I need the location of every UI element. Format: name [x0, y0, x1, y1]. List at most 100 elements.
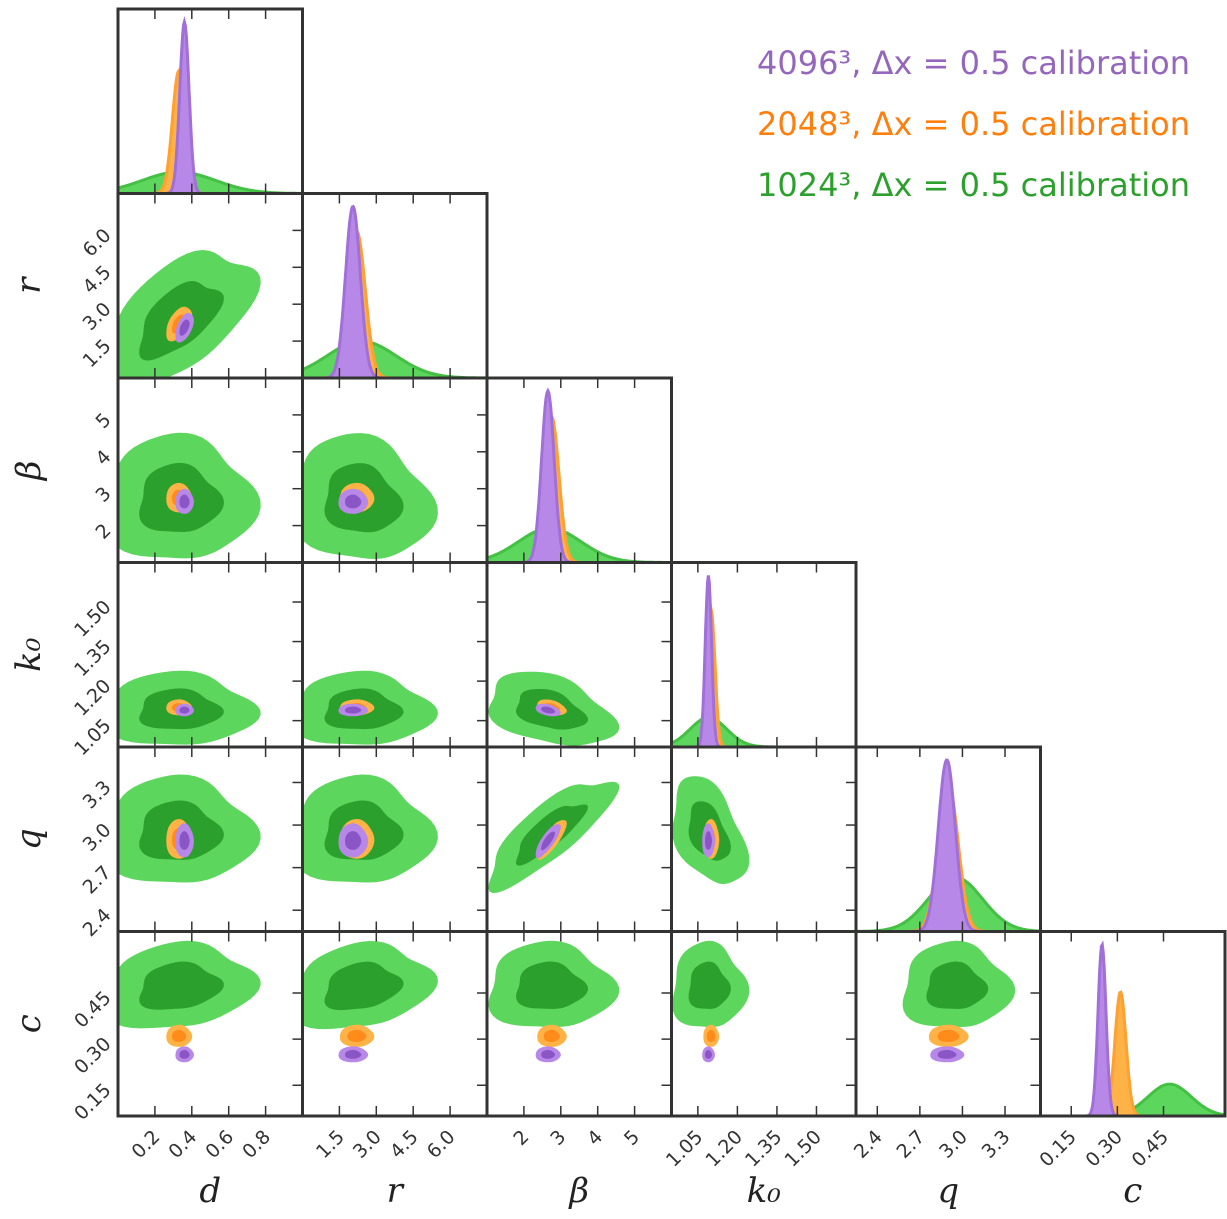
panel-q-vs-beta	[488, 781, 620, 893]
contour-68-2048	[706, 1029, 716, 1042]
panel-q-vs-r	[302, 774, 438, 883]
contour-68-4096	[937, 1050, 957, 1059]
xtick-label-d-3: 0.8	[238, 1126, 275, 1163]
marginal-fill-4096	[1040, 944, 1225, 1116]
xtick-label-k0-0: 1.05	[662, 1126, 707, 1171]
panel-frame-1-1	[301, 192, 489, 380]
xtick-label-r-0: 1.5	[312, 1126, 349, 1163]
marginal-line-2048	[1040, 990, 1225, 1116]
marginal-k0	[671, 575, 856, 747]
xlabel-beta: β	[567, 1171, 589, 1211]
contour-68-4096	[179, 494, 190, 509]
marginal-beta	[487, 387, 672, 563]
xtick-label-beta-2: 4	[583, 1126, 607, 1150]
panel-c-vs-q	[902, 940, 1016, 1063]
marginal-line-4096	[302, 204, 487, 378]
panel-frame-5-5	[1039, 930, 1227, 1118]
panel-beta-vs-d	[118, 432, 261, 559]
marginal-line-4096	[856, 758, 1041, 932]
contour-68-2048	[172, 1029, 187, 1042]
contour-68-2048	[347, 1029, 367, 1042]
contour-68-4096	[179, 319, 190, 336]
xtick-label-d-2: 0.6	[201, 1126, 238, 1163]
panels-layer	[118, 16, 1225, 1116]
contour-68-4096	[345, 706, 362, 714]
ytick-label-r-2: 4.5	[79, 261, 116, 298]
marginal-fill-1024	[118, 172, 303, 194]
panel-q-vs-d	[118, 774, 261, 883]
ytick-label-r-1: 3.0	[79, 298, 116, 335]
panel-c-vs-beta	[488, 940, 620, 1063]
xtick-label-d-0: 0.2	[128, 1126, 165, 1163]
ylabel-beta: β	[9, 460, 49, 482]
marginal-r	[302, 204, 487, 378]
xtick-label-beta-0: 2	[509, 1126, 533, 1150]
contour-68-4096	[179, 706, 190, 714]
marginal-line-2048	[118, 68, 303, 194]
contour-68-4096	[179, 1050, 190, 1059]
xtick-label-k0-1: 1.20	[701, 1126, 746, 1171]
panel-k0-vs-d	[118, 670, 261, 745]
panel-beta-vs-r	[302, 433, 438, 559]
contour-68-4096	[541, 1050, 555, 1059]
ytick-label-k0-3: 1.50	[70, 596, 115, 641]
contour-68-4096	[705, 831, 712, 850]
ytick-label-q-0: 2.4	[79, 904, 116, 941]
xtick-label-q-0: 2.4	[850, 1126, 887, 1163]
marginal-line-4096	[671, 575, 856, 747]
ytick-label-beta-3: 5	[91, 409, 115, 433]
ylabel-c: c	[9, 1014, 49, 1033]
marginal-line-4096	[487, 387, 672, 563]
marginal-line-4096	[118, 16, 303, 194]
xlabel-r: r	[387, 1171, 405, 1211]
contour-68-4096	[541, 831, 555, 851]
contour-68-1024	[926, 961, 989, 1009]
panel-c-vs-k0	[672, 940, 750, 1063]
panel-r-vs-d	[118, 250, 261, 378]
xtick-label-r-2: 4.5	[386, 1126, 423, 1163]
contour-68-2048	[543, 1029, 560, 1042]
xtick-label-c-0: 0.15	[1035, 1126, 1080, 1171]
xtick-label-q-2: 3.0	[935, 1126, 972, 1163]
ytick-label-r-3: 6.0	[79, 224, 116, 261]
xlabel-c: c	[1123, 1171, 1142, 1211]
legend: 4096³, Δx = 0.5 calibration 2048³, Δx = …	[757, 44, 1190, 204]
xtick-label-r-3: 6.0	[423, 1126, 460, 1163]
ytick-label-q-1: 2.7	[79, 862, 116, 899]
panel-c-vs-r	[302, 941, 438, 1063]
contour-68-4096	[541, 706, 555, 714]
ytick-label-c-2: 0.45	[70, 987, 115, 1032]
ytick-label-q-2: 3.0	[79, 819, 116, 856]
panel-k0-vs-r	[302, 670, 438, 745]
xtick-label-beta-1: 3	[546, 1126, 570, 1150]
contour-68-1024	[324, 961, 404, 1011]
marginal-fill-2048	[118, 70, 303, 194]
marginal-q	[856, 758, 1041, 932]
ytick-label-beta-0: 2	[91, 520, 115, 544]
ytick-label-k0-0: 1.05	[70, 715, 115, 760]
xtick-label-q-3: 3.3	[978, 1126, 1015, 1163]
marginal-fill-1024	[1040, 1084, 1225, 1116]
xlabel-q: q	[937, 1171, 959, 1211]
legend-entry-1024: 1024³, Δx = 0.5 calibration	[757, 166, 1190, 204]
marginal-fill-1024	[302, 341, 487, 378]
ytick-label-c-0: 0.15	[70, 1079, 115, 1124]
marginal-line-4096	[1040, 940, 1225, 1116]
panel-c-vs-d	[118, 940, 261, 1063]
contour-68-4096	[345, 494, 362, 509]
ytick-label-beta-2: 4	[91, 446, 115, 470]
contour-68-4096	[345, 1050, 362, 1059]
ylabel-q: q	[9, 828, 49, 850]
ytick-label-r-0: 1.5	[79, 335, 116, 372]
xlabel-d: d	[199, 1171, 221, 1211]
ytick-label-beta-1: 3	[91, 483, 115, 507]
xlabel-k0: k₀	[747, 1171, 782, 1211]
contour-68-4096	[345, 831, 362, 850]
ytick-label-q-3: 3.3	[79, 776, 116, 813]
xtick-label-k0-3: 1.50	[781, 1126, 826, 1171]
xtick-label-beta-3: 5	[620, 1126, 644, 1150]
marginal-d	[118, 16, 303, 194]
xtick-label-q-1: 2.7	[892, 1126, 929, 1163]
contour-68-4096	[179, 831, 190, 850]
